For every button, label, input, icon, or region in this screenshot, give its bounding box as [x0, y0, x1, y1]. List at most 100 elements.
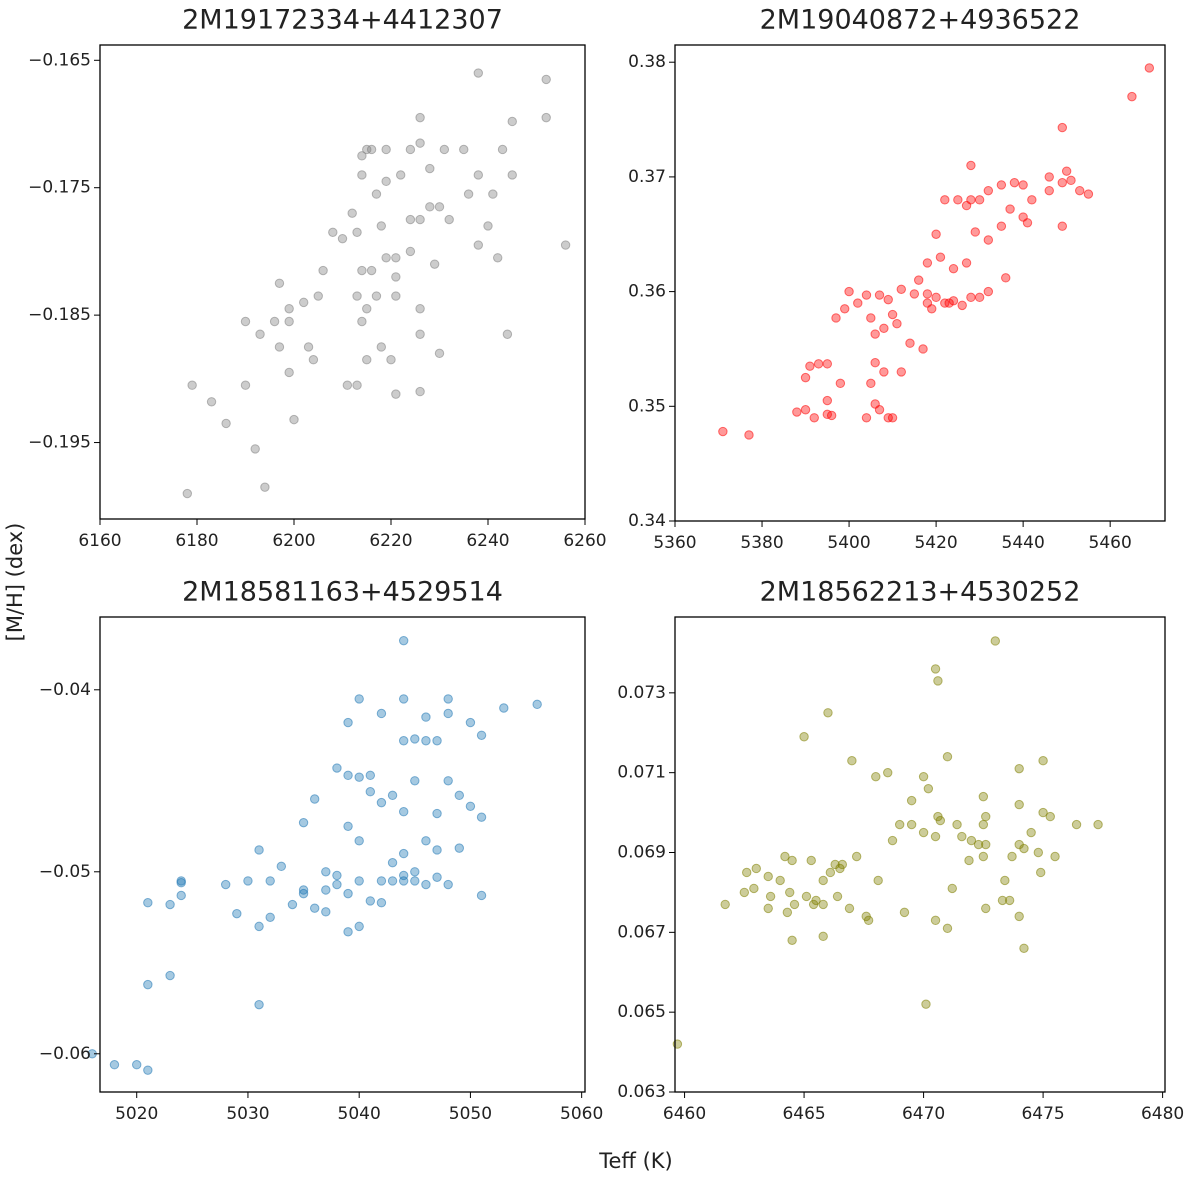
- data-point: [454, 790, 465, 801]
- data-point: [863, 915, 874, 926]
- x-tick-label: 6220: [369, 531, 412, 551]
- data-point: [220, 879, 231, 890]
- data-point: [948, 296, 959, 306]
- data-point: [966, 160, 976, 171]
- data-point: [432, 736, 442, 746]
- plot-frame: [99, 616, 586, 1093]
- data-point: [354, 876, 364, 886]
- data-point: [391, 272, 401, 282]
- data-point: [883, 294, 893, 305]
- data-point: [443, 694, 453, 704]
- data-point: [1045, 811, 1055, 822]
- data-point: [940, 298, 950, 308]
- data-point: [483, 221, 493, 231]
- data-point: [560, 240, 571, 250]
- data-point: [425, 163, 435, 174]
- x-tick-label: 5040: [338, 1104, 381, 1124]
- data-point: [376, 342, 386, 352]
- data-point: [871, 771, 881, 782]
- data-point: [443, 879, 453, 890]
- data-point: [337, 233, 348, 244]
- data-point: [507, 170, 517, 180]
- x-tick-label: 6160: [78, 531, 121, 551]
- data-point: [532, 699, 542, 710]
- data-point: [434, 348, 445, 359]
- data-point: [780, 851, 790, 862]
- data-point: [429, 259, 440, 269]
- data-point: [473, 240, 483, 250]
- x-tick-label: 5400: [827, 533, 870, 553]
- data-point: [499, 703, 509, 713]
- data-point: [964, 855, 974, 866]
- data-point: [931, 229, 941, 239]
- data-point: [454, 843, 465, 853]
- data-point: [894, 819, 905, 830]
- x-tick-label: 6480: [1141, 1104, 1184, 1124]
- data-point: [1057, 122, 1068, 133]
- data-point: [981, 839, 991, 850]
- data-point: [918, 771, 929, 782]
- data-point: [387, 790, 398, 801]
- y-tick-label: −0.04: [39, 680, 91, 700]
- data-point: [826, 410, 837, 421]
- data-point: [1022, 218, 1033, 228]
- data-point: [473, 68, 483, 78]
- data-point: [887, 413, 898, 423]
- data-point: [398, 848, 409, 859]
- data-point: [269, 316, 280, 327]
- data-point: [541, 112, 551, 123]
- data-point: [289, 414, 299, 425]
- data-point: [983, 235, 994, 245]
- data-point: [398, 876, 409, 886]
- data-point: [940, 195, 950, 205]
- data-point: [835, 863, 845, 874]
- y-tick-label: 0.067: [617, 922, 666, 942]
- data-point: [328, 227, 338, 238]
- data-point: [391, 253, 401, 263]
- data-point: [961, 258, 972, 268]
- data-point: [800, 372, 811, 383]
- data-point: [357, 316, 367, 327]
- data-point: [410, 876, 420, 886]
- data-point: [343, 717, 353, 728]
- data-point: [465, 717, 476, 728]
- data-point: [502, 329, 513, 339]
- data-point: [376, 876, 387, 886]
- data-point: [996, 221, 1007, 231]
- y-tick-label: −0.05: [39, 862, 91, 882]
- data-point: [961, 200, 972, 211]
- data-point: [1083, 189, 1094, 199]
- data-point: [343, 770, 353, 781]
- data-point: [922, 258, 933, 268]
- data-point: [318, 265, 328, 276]
- data-point: [785, 887, 795, 898]
- data-point: [176, 878, 186, 888]
- data-point: [410, 867, 420, 877]
- data-point: [1007, 851, 1017, 862]
- data-point: [459, 144, 469, 155]
- data-point: [981, 903, 991, 914]
- x-tick-label: 6240: [466, 531, 509, 551]
- data-point: [870, 329, 880, 339]
- data-point: [1014, 763, 1024, 774]
- data-point: [265, 876, 275, 886]
- data-point: [1033, 847, 1044, 858]
- x-tick-label: 6200: [272, 531, 315, 551]
- x-tick-label: 6470: [902, 1104, 945, 1124]
- data-point: [1036, 867, 1046, 878]
- data-point: [365, 896, 376, 906]
- data-point: [775, 875, 785, 886]
- data-point: [182, 488, 193, 499]
- x-axis-label: Teff (K): [598, 1149, 672, 1173]
- x-tick-label: 5380: [740, 533, 783, 553]
- data-point: [818, 931, 828, 942]
- data-point: [332, 763, 342, 773]
- data-point: [303, 342, 314, 352]
- data-point: [927, 304, 937, 314]
- data-point: [240, 316, 251, 327]
- data-point: [896, 367, 906, 377]
- data-point: [832, 891, 843, 902]
- data-point: [425, 202, 435, 212]
- data-point: [935, 252, 946, 262]
- data-point: [931, 292, 941, 303]
